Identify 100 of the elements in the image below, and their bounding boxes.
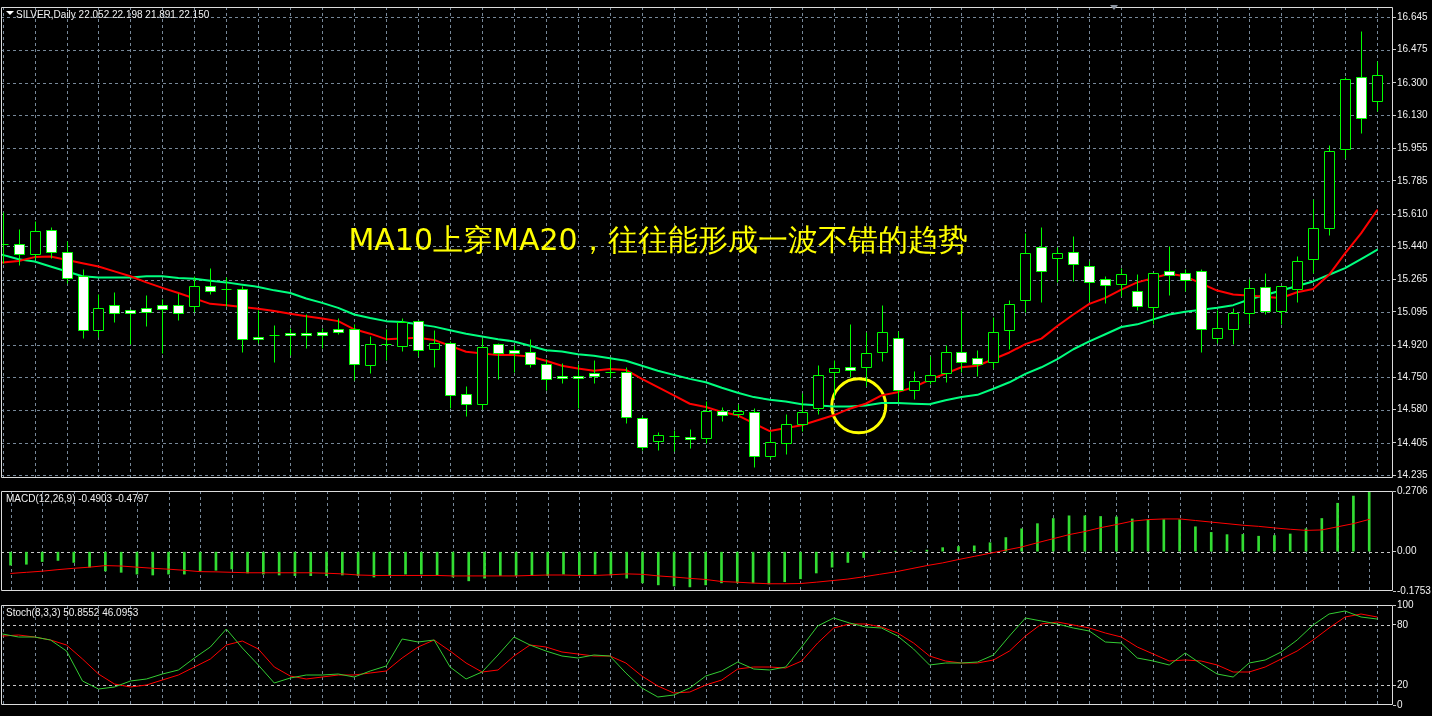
y-tick-label: 16.475	[1397, 43, 1429, 55]
chart-title: SILVER,Daily 22.052 22.198 21.891 22.150	[16, 8, 210, 20]
bar	[799, 551, 802, 580]
candlestick	[925, 356, 936, 385]
candlestick	[397, 318, 408, 352]
y-tick-label: 14.235	[1397, 468, 1429, 480]
candlestick	[573, 364, 584, 409]
candlestick	[972, 350, 983, 377]
y-tick-label: 15.955	[1397, 142, 1429, 154]
candlestick	[285, 328, 296, 356]
bar	[40, 551, 44, 562]
candlestick	[781, 414, 792, 455]
candlestick	[14, 229, 25, 266]
bar	[1336, 502, 1339, 552]
bar	[1288, 533, 1292, 552]
y-tick-label: 16.300	[1397, 76, 1429, 88]
candlestick	[909, 371, 920, 400]
bar	[1115, 516, 1118, 552]
bar	[1367, 491, 1371, 552]
bar	[641, 551, 644, 584]
bar	[262, 551, 265, 575]
candlestick	[1180, 269, 1191, 292]
bar	[1130, 518, 1134, 552]
y-tick-label: -0.1753	[1397, 584, 1432, 596]
y-tick-label: 80	[1397, 618, 1409, 630]
bar	[1352, 495, 1355, 552]
bar	[957, 546, 960, 552]
annotation: MA10上穿MA20，往往能形成一波不错的趋势	[348, 222, 968, 258]
candlestick	[1036, 227, 1047, 303]
y-tick-label: 15.610	[1397, 207, 1429, 219]
y-tick-label: 16.130	[1397, 109, 1429, 120]
candlestick	[365, 336, 376, 374]
candlestick	[461, 386, 472, 417]
candlestick	[141, 295, 152, 327]
bar	[167, 551, 170, 575]
candlestick	[173, 293, 184, 321]
candlestick	[205, 268, 216, 295]
candlestick	[269, 325, 280, 363]
chart-title: MACD(12,26,9) -0.4903 -0.4797	[6, 492, 150, 504]
candlestick	[685, 429, 696, 449]
y-tick-label: 100	[1397, 598, 1415, 610]
bar	[720, 551, 723, 584]
y-tick-label: 14.750	[1397, 371, 1429, 383]
candlestick	[669, 430, 680, 452]
bar	[246, 551, 249, 574]
bar	[498, 551, 502, 577]
bar	[9, 551, 12, 566]
y-tick-label: 16.645	[1397, 11, 1429, 23]
bar	[1194, 526, 1197, 552]
candlestick	[253, 310, 264, 344]
y-tick-label: 15.095	[1397, 305, 1429, 317]
candlestick	[589, 360, 600, 384]
candlestick	[429, 330, 440, 368]
bar	[1162, 519, 1166, 552]
bar	[25, 551, 28, 565]
y-tick-label: 14.580	[1397, 403, 1429, 415]
bar	[1178, 519, 1181, 552]
bar	[1257, 535, 1260, 552]
candlestick	[1132, 274, 1143, 311]
bar	[151, 551, 155, 576]
bar	[72, 551, 76, 563]
candlestick	[381, 329, 392, 361]
bar	[341, 551, 344, 576]
candlestick	[1228, 308, 1239, 345]
candlestick	[1100, 276, 1111, 304]
candlestick	[956, 310, 967, 373]
bar	[625, 551, 629, 579]
bar	[1209, 532, 1213, 552]
bar	[941, 547, 944, 552]
bar	[1020, 528, 1023, 552]
bar	[1036, 523, 1039, 552]
bar	[656, 551, 660, 586]
bar	[862, 551, 865, 558]
bar	[562, 551, 565, 575]
bar	[814, 551, 818, 574]
bar	[104, 551, 107, 572]
bar	[1099, 516, 1102, 552]
candlestick	[1068, 236, 1079, 282]
candlestick	[1116, 268, 1127, 297]
chart-title: Stoch(8,3,3) 50.8552 46.0953	[6, 606, 139, 618]
bar	[577, 551, 581, 576]
bar	[546, 551, 550, 577]
bar	[1320, 518, 1324, 552]
candlestick	[493, 343, 504, 380]
candlestick	[877, 305, 888, 362]
candlestick	[941, 345, 952, 383]
bar	[325, 551, 328, 577]
candlestick	[797, 393, 808, 432]
y-tick-label: 15.265	[1397, 273, 1429, 285]
candlestick	[301, 314, 312, 349]
y-tick-label: 15.785	[1397, 174, 1429, 186]
candlestick	[509, 345, 520, 373]
bar	[388, 551, 392, 577]
candlestick	[1052, 247, 1063, 283]
bar	[972, 545, 976, 552]
candlestick	[157, 299, 168, 354]
bar	[735, 551, 739, 584]
y-tick-label: 14.920	[1397, 338, 1429, 350]
candlestick	[93, 294, 104, 338]
candlestick	[557, 363, 568, 384]
